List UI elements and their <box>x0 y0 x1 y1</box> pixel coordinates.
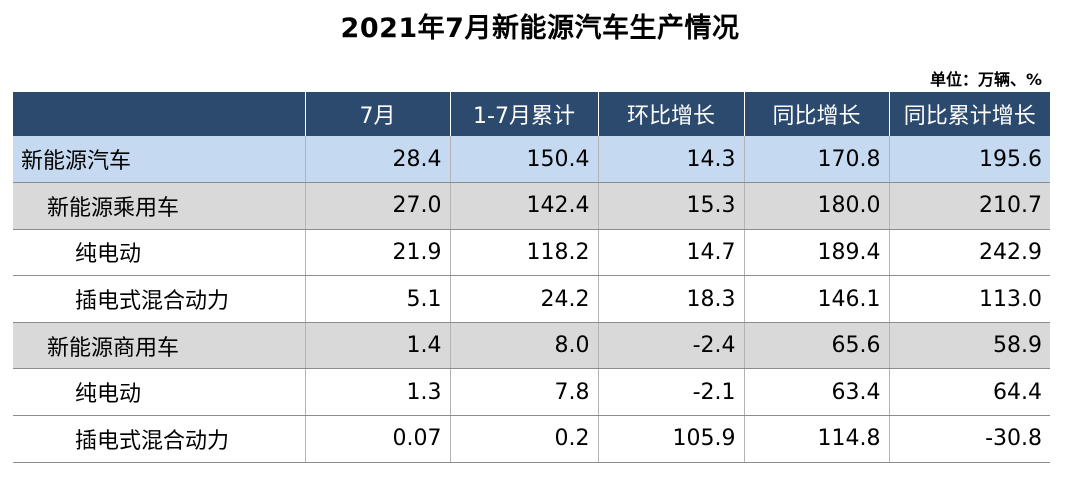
row-value-cell: 146.1 <box>744 275 890 323</box>
table-row: 新能源汽车 28.4 150.4 14.3 170.8 195.6 <box>13 136 1050 184</box>
header-cell-mom-growth: 环比增长 <box>598 92 745 136</box>
table-header-row: 7月 1-7月累计 环比增长 同比增长 同比累计增长 <box>13 92 1050 136</box>
row-category-cell: 插电式混合动力 <box>13 415 306 463</box>
row-value-cell: 7.8 <box>450 368 599 417</box>
row-value-cell: 189.4 <box>744 229 890 277</box>
table-row: 插电式混合动力 5.1 24.2 18.3 146.1 113.0 <box>13 275 1050 323</box>
row-category-cell: 纯电动 <box>13 368 306 417</box>
row-value-cell: 8.0 <box>450 322 599 370</box>
header-cell-category <box>13 92 306 136</box>
row-value-cell: 113.0 <box>889 275 1050 323</box>
row-value-cell: 18.3 <box>598 275 745 323</box>
header-cell-july: 7月 <box>305 92 451 136</box>
row-value-cell: 27.0 <box>305 182 451 230</box>
row-value-cell: 105.9 <box>598 415 745 463</box>
unit-note: 单位：万辆、% <box>929 70 1042 89</box>
header-cell-ytd-yoy-growth: 同比累计增长 <box>903 104 1036 129</box>
table-row: 新能源乘用车 27.0 142.4 15.3 180.0 210.7 <box>13 182 1050 230</box>
row-value-cell: -2.1 <box>598 368 745 417</box>
row-value-cell: 180.0 <box>744 182 890 230</box>
row-value-cell: 0.07 <box>305 415 451 463</box>
row-value-cell: 58.9 <box>889 322 1050 370</box>
row-value-cell: 0.2 <box>450 415 599 463</box>
row-value-cell: 65.6 <box>744 322 890 370</box>
table-row: 纯电动 21.9 118.2 14.7 189.4 242.9 <box>13 229 1050 277</box>
row-value-cell: 64.4 <box>889 368 1050 417</box>
row-value-cell: 142.4 <box>450 182 599 230</box>
page-title: 2021年7月新能源汽车生产情况 <box>340 13 740 44</box>
row-category-cell: 纯电动 <box>13 229 306 277</box>
row-value-cell: 1.3 <box>305 368 451 417</box>
row-value-cell: 242.9 <box>889 229 1050 277</box>
row-value-cell: 150.4 <box>450 136 599 184</box>
row-value-cell: 24.2 <box>450 275 599 323</box>
production-table: 7月 1-7月累计 环比增长 同比增长 同比累计增长 新能源汽车 28.4 150.… <box>13 92 1050 463</box>
row-value-cell: -2.4 <box>598 322 745 370</box>
row-category-cell: 新能源汽车 <box>13 136 306 184</box>
row-value-cell: 15.3 <box>598 182 745 230</box>
row-value-cell: 114.8 <box>744 415 890 463</box>
row-value-cell: 118.2 <box>450 229 599 277</box>
table-row: 纯电动 1.3 7.8 -2.1 63.4 64.4 <box>13 368 1050 417</box>
header-cell-yoy-growth: 同比增长 <box>744 92 890 136</box>
row-value-cell: 21.9 <box>305 229 451 277</box>
row-value-cell: 210.7 <box>889 182 1050 230</box>
row-value-cell: 5.1 <box>305 275 451 323</box>
table-row: 新能源商用车 1.4 8.0 -2.4 65.6 58.9 <box>13 322 1050 370</box>
row-value-cell: 14.3 <box>598 136 745 184</box>
row-value-cell: 63.4 <box>744 368 890 417</box>
row-value-cell: 1.4 <box>305 322 451 370</box>
row-value-cell: -30.8 <box>889 415 1050 463</box>
row-category-cell: 新能源商用车 <box>13 322 306 370</box>
row-category-cell: 插电式混合动力 <box>13 275 306 323</box>
table-row: 插电式混合动力 0.07 0.2 105.9 114.8 -30.8 <box>13 415 1050 463</box>
row-value-cell: 170.8 <box>744 136 890 184</box>
row-category-cell: 新能源乘用车 <box>13 182 306 230</box>
row-value-cell: 195.6 <box>889 136 1050 184</box>
header-cell-ytd: 1-7月累计 <box>450 92 599 136</box>
row-value-cell: 28.4 <box>305 136 451 184</box>
row-value-cell: 14.7 <box>598 229 745 277</box>
